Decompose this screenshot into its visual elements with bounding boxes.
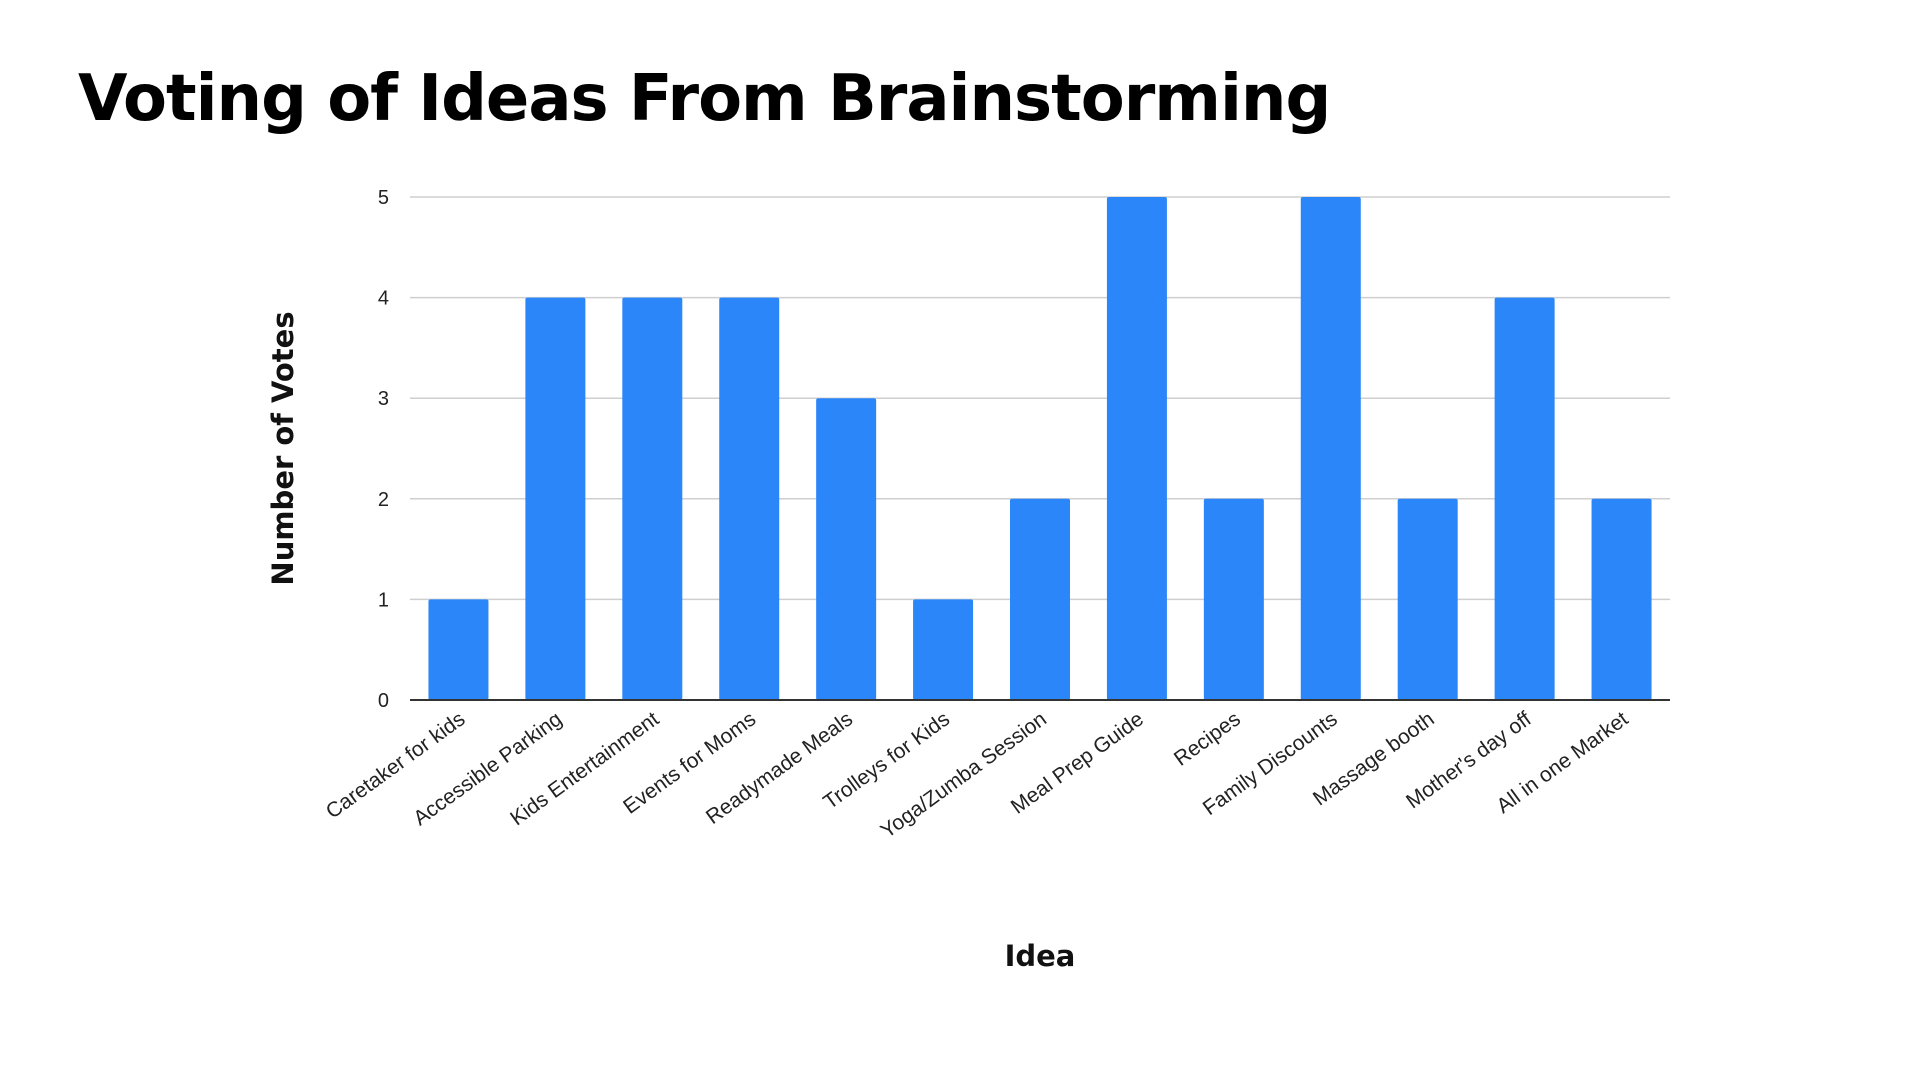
bar [525, 297, 586, 700]
bar [1106, 197, 1167, 700]
bar [1300, 197, 1361, 700]
bar [622, 297, 683, 700]
y-axis-title: Number of Votes [266, 311, 300, 585]
x-tick-label: Recipes [1170, 707, 1245, 770]
y-tick-label: 5 [378, 187, 389, 209]
bar [816, 398, 877, 700]
bar [1203, 498, 1264, 700]
y-tick-label: 4 [378, 288, 389, 310]
bar [1591, 498, 1652, 700]
bar [719, 297, 780, 700]
y-tick-label: 1 [378, 589, 389, 611]
y-axis-ticks: 0 1 2 3 4 5 [378, 187, 389, 712]
chart-title: Voting of Ideas From Brainstorming [78, 62, 1331, 136]
x-axis-title: Idea [1005, 939, 1076, 973]
bar [1494, 297, 1555, 700]
bar [913, 599, 974, 700]
bar [428, 599, 489, 700]
bar [1010, 498, 1070, 700]
bars [428, 197, 1652, 700]
y-tick-label: 2 [378, 489, 389, 511]
y-tick-label: 3 [378, 388, 389, 410]
x-tick-label: Yoga/Zumba Session [877, 707, 1051, 842]
bar [1397, 498, 1458, 700]
y-tick-label: 0 [378, 690, 389, 712]
